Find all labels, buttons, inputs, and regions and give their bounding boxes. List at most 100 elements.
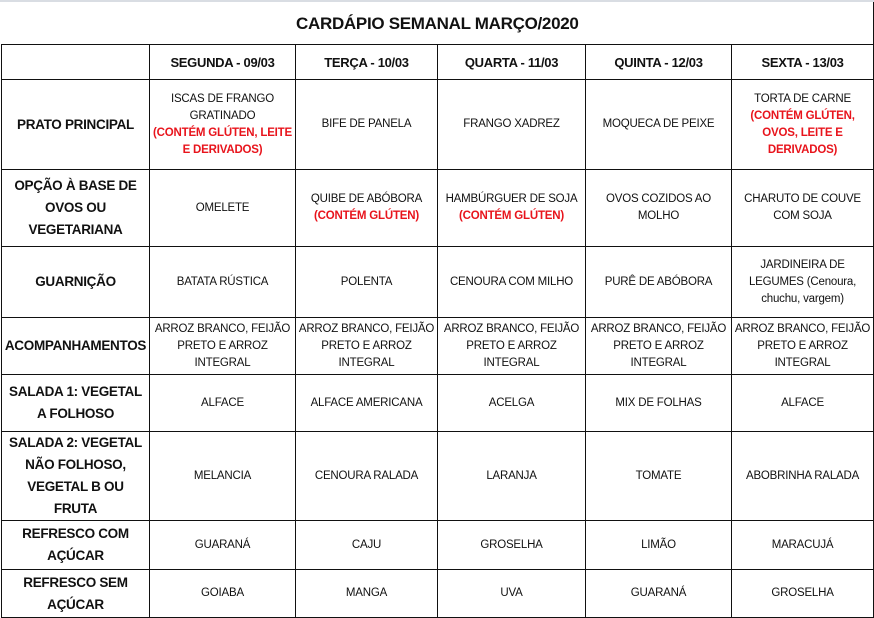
menu-row: SALADA 2: VEGETAL NÃO FOLHOSO, VEGETAL B… [1, 431, 874, 521]
menu-cell: ABOBRINHA RALADA [730, 431, 874, 521]
dish-text: POLENTA [340, 275, 393, 288]
day-header: TERÇA - 10/03 [295, 44, 438, 80]
allergen-note: (CONTÉM GLÚTEN) [459, 210, 564, 222]
menu-cell: UVA [437, 569, 586, 618]
menu-cell: MELANCIA [149, 431, 296, 521]
menu-cell: FRANGO XADREZ [437, 79, 586, 170]
menu-cell: QUIBE DE ABÓBORA (CONTÉM GLÚTEN) [295, 169, 438, 247]
menu-cell: ALFACE [149, 374, 296, 432]
dish-text: GROSELHA [480, 538, 543, 551]
dish-text: BIFE DE PANELA [321, 118, 412, 130]
dish-text: HAMBÚRGUER DE SOJA [445, 193, 578, 205]
menu-cell: MOQUECA DE PEIXE [585, 79, 732, 170]
menu-cell: CHARUTO DE COUVE COM SOJA [730, 169, 874, 247]
title-row: CARDÁPIO SEMANAL MARÇO/2020 [1, 2, 874, 45]
row-label: GUARNIÇÃO [1, 246, 150, 318]
menu-cell: GUARANÁ [149, 520, 296, 570]
dish-text: GUARANÁ [194, 538, 251, 551]
dish-text: BATATA RÚSTICA [176, 275, 269, 288]
row-label: REFRESCO COM AÇÚCAR [1, 520, 150, 570]
row-label: SALADA 2: VEGETAL NÃO FOLHOSO, VEGETAL B… [1, 431, 150, 521]
dish-text: CAJU [351, 538, 382, 551]
menu-cell: ARROZ BRANCO, FEIJÃO PRETO E ARROZ INTEG… [295, 317, 438, 375]
menu-cell: OVOS COZIDOS AO MOLHO [585, 169, 732, 247]
dish-text: ALFACE [781, 396, 824, 409]
dish-text: ARROZ BRANCO, FEIJÃO PRETO E ARROZ INTEG… [734, 322, 871, 369]
dish-text: PURÊ DE ABÓBORA [604, 275, 713, 288]
menu-cell: MANGA [295, 569, 438, 618]
header-corner [1, 44, 150, 80]
menu-cell: ARROZ BRANCO, FEIJÃO PRETO E ARROZ INTEG… [730, 317, 874, 375]
day-header: QUARTA - 11/03 [437, 44, 586, 80]
menu-cell: CENOURA RALADA [295, 431, 438, 521]
dish-text: ALFACE [201, 396, 244, 409]
menu-row: SALADA 1: VEGETAL A FOLHOSO ALFACE ALFACE … [1, 374, 874, 432]
menu-cell: ALFACE [730, 374, 874, 432]
dish-text: MOQUECA DE PEIXE [602, 118, 715, 130]
menu-row: PRATO PRINCIPAL ISCAS DE FRANGO GRATINADO… [1, 79, 874, 170]
dish-text: GUARANÁ [630, 587, 687, 599]
dish-text: ACELGA [488, 396, 535, 409]
menu-cell: BATATA RÚSTICA [149, 246, 296, 318]
menu-row: REFRESCO SEM AÇÚCAR GOIABA MANGA UVA GUARANÁ… [1, 569, 874, 618]
menu-cell: CAJU [295, 520, 438, 570]
dish-text: QUIBE DE ABÓBORA [310, 193, 423, 205]
allergen-note: (CONTÉM GLÚTEN, OVOS, LEITE E DERIVADOS) [750, 109, 855, 156]
dish-text: CENOURA COM MILHO [449, 275, 574, 288]
dish-text: FRANGO XADREZ [463, 118, 560, 130]
row-label: SALADA 1: VEGETAL A FOLHOSO [1, 374, 150, 432]
menu-cell: GROSELHA [730, 569, 874, 618]
menu-cell: LARANJA [437, 431, 586, 521]
dish-text: LARANJA [486, 469, 537, 482]
top-edge [0, 0, 874, 2]
row-label: ACOMPANHAMENTOS [1, 317, 150, 375]
allergen-note: (CONTÉM GLÚTEN) [314, 210, 419, 222]
dish-text: GROSELHA [771, 587, 834, 599]
menu-cell: MARACUJÁ [730, 520, 874, 570]
menu-cell: BIFE DE PANELA [295, 79, 438, 170]
dish-text: OMELETE [195, 201, 250, 214]
menu-cell: CENOURA COM MILHO [437, 246, 586, 318]
dish-text: ARROZ BRANCO, FEIJÃO PRETO E ARROZ INTEG… [590, 322, 727, 369]
menu-cell: MIX DE FOLHAS [585, 374, 732, 432]
menu-cell: OMELETE [149, 169, 296, 247]
dish-text: CENOURA RALADA [314, 469, 419, 482]
dish-text: MANGA [345, 587, 388, 599]
dish-text: OVOS COZIDOS AO MOLHO [606, 193, 711, 222]
menu-cell: GROSELHA [437, 520, 586, 570]
menu-cell: LIMÃO [585, 520, 732, 570]
menu-cell: ACELGA [437, 374, 586, 432]
dish-text: TORTA DE CARNE [754, 92, 851, 105]
day-header: SEGUNDA - 09/03 [149, 44, 296, 80]
menu-row: GUARNIÇÃO BATATA RÚSTICA POLENTA CENOURA CO… [1, 246, 874, 318]
menu-cell: ARROZ BRANCO, FEIJÃO PRETO E ARROZ INTEG… [585, 317, 732, 375]
menu-cell: ISCAS DE FRANGO GRATINADO (CONTÉM GLÚTEN,… [149, 79, 296, 170]
menu-cell: GOIABA [149, 569, 296, 618]
dish-text: MARACUJÁ [771, 538, 834, 551]
dish-text: ARROZ BRANCO, FEIJÃO PRETO E ARROZ INTEG… [298, 322, 435, 369]
menu-cell: GUARANÁ [585, 569, 732, 618]
menu-title: CARDÁPIO SEMANAL MARÇO/2020 [1, 2, 874, 45]
menu-cell: ALFACE AMERICANA [295, 374, 438, 432]
dish-text: JARDINEIRA DE LEGUMES (Cenoura, chuchu, … [748, 258, 857, 305]
menu-cell: TOMATE [585, 431, 732, 521]
menu-cell: JARDINEIRA DE LEGUMES (Cenoura, chuchu, … [730, 246, 874, 318]
dish-text: CHARUTO DE COUVE COM SOJA [744, 193, 861, 222]
menu-row: REFRESCO COM AÇÚCAR GUARANÁ CAJU GROSELHA LI… [1, 520, 874, 570]
dish-text: TOMATE [635, 469, 682, 482]
menu-row: ACOMPANHAMENTOS ARROZ BRANCO, FEIJÃO PRET… [1, 317, 874, 375]
dish-text: ALFACE AMERICANA [310, 396, 423, 409]
dish-text: MIX DE FOLHAS [615, 396, 702, 409]
dish-text: LIMÃO [641, 538, 676, 551]
row-label: REFRESCO SEM AÇÚCAR [1, 569, 150, 618]
dish-text: ISCAS DE FRANGO GRATINADO [170, 92, 275, 122]
menu-cell: POLENTA [295, 246, 438, 318]
dish-text: UVA [500, 587, 523, 599]
day-header: QUINTA - 12/03 [585, 44, 732, 80]
menu-row: OPÇÃO À BASE DE OVOS OU VEGETARIANA OMELE… [1, 169, 874, 247]
row-label: OPÇÃO À BASE DE OVOS OU VEGETARIANA [1, 169, 150, 247]
header-row: SEGUNDA - 09/03 TERÇA - 10/03 QUARTA - 11/… [1, 44, 874, 80]
day-header: SEXTA - 13/03 [730, 44, 874, 80]
menu-cell: ARROZ BRANCO, FEIJÃO PRETO E ARROZ INTEG… [437, 317, 586, 375]
